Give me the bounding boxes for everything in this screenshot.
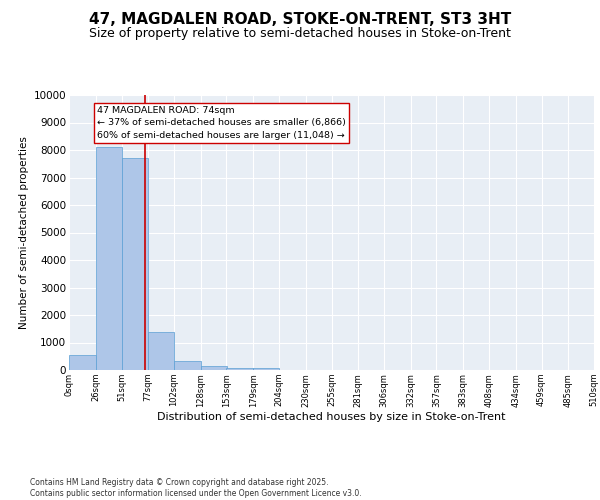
Text: 47, MAGDALEN ROAD, STOKE-ON-TRENT, ST3 3HT: 47, MAGDALEN ROAD, STOKE-ON-TRENT, ST3 3… xyxy=(89,12,511,28)
Bar xyxy=(174,361,201,370)
Y-axis label: Number of semi-detached properties: Number of semi-detached properties xyxy=(19,136,29,329)
Text: Size of property relative to semi-detached houses in Stoke-on-Trent: Size of property relative to semi-detach… xyxy=(89,28,511,40)
Bar xyxy=(69,355,96,370)
Text: 47 MAGDALEN ROAD: 74sqm
← 37% of semi-detached houses are smaller (6,866)
60% of: 47 MAGDALEN ROAD: 74sqm ← 37% of semi-de… xyxy=(97,106,346,140)
Bar xyxy=(201,366,227,370)
X-axis label: Distribution of semi-detached houses by size in Stoke-on-Trent: Distribution of semi-detached houses by … xyxy=(157,412,506,422)
Bar xyxy=(253,368,279,370)
Bar xyxy=(227,368,253,370)
Bar xyxy=(96,147,121,370)
Bar xyxy=(121,158,148,370)
Bar xyxy=(148,332,174,370)
Text: Contains HM Land Registry data © Crown copyright and database right 2025.
Contai: Contains HM Land Registry data © Crown c… xyxy=(30,478,362,498)
